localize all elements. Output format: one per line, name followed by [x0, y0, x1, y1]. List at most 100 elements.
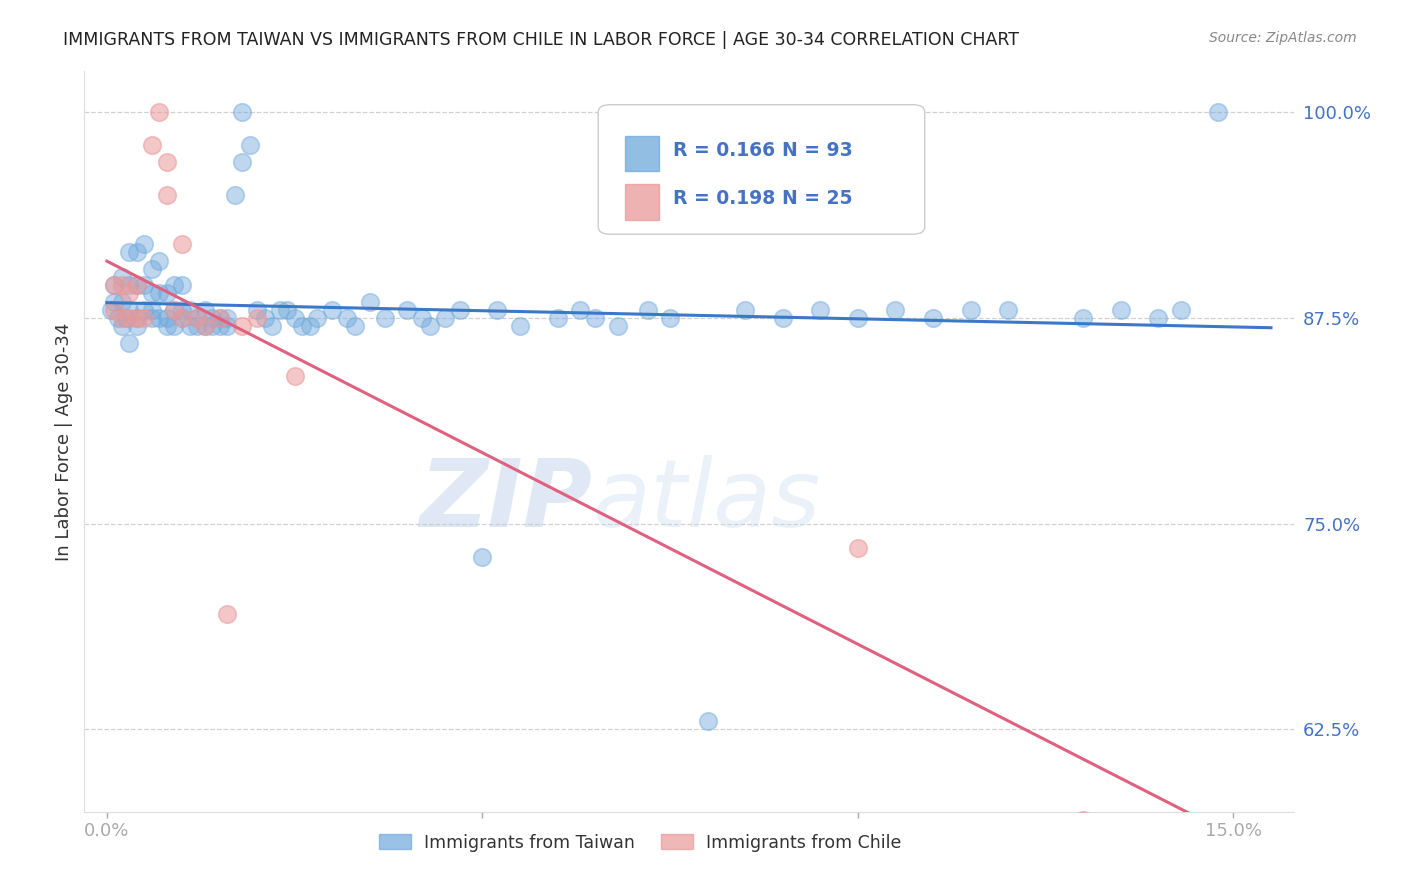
Point — [215, 311, 238, 326]
Point — [396, 302, 419, 317]
Point — [846, 311, 869, 326]
Point — [103, 302, 125, 317]
Point — [433, 311, 456, 326]
Point — [111, 278, 134, 293]
FancyBboxPatch shape — [624, 184, 659, 219]
Point — [284, 368, 307, 383]
Point — [125, 319, 148, 334]
Point — [111, 270, 134, 285]
Point — [321, 302, 343, 317]
Point — [997, 302, 1019, 317]
Point — [100, 302, 122, 317]
Point — [114, 311, 136, 326]
Point — [134, 311, 156, 326]
Point — [141, 286, 163, 301]
Point — [419, 319, 441, 334]
Point — [1109, 302, 1132, 317]
Point — [125, 278, 148, 293]
Point — [215, 319, 238, 334]
Text: N = 93: N = 93 — [782, 141, 853, 160]
Text: atlas: atlas — [592, 455, 821, 546]
Point — [509, 319, 531, 334]
Text: R = 0.166: R = 0.166 — [673, 141, 775, 160]
Point — [148, 311, 170, 326]
Point — [111, 311, 134, 326]
Point — [1170, 302, 1192, 317]
Point — [884, 302, 907, 317]
Point — [1147, 311, 1170, 326]
Point — [193, 319, 215, 334]
Point — [772, 311, 794, 326]
Point — [659, 311, 682, 326]
Point — [156, 311, 179, 326]
Point — [125, 311, 148, 326]
Point — [449, 302, 471, 317]
Point — [170, 311, 193, 326]
Point — [179, 319, 201, 334]
Point — [343, 319, 366, 334]
Point — [291, 319, 314, 334]
Point — [125, 278, 148, 293]
Point — [156, 319, 179, 334]
Point — [148, 105, 170, 120]
Point — [808, 302, 831, 317]
Point — [141, 302, 163, 317]
Point — [208, 319, 231, 334]
Point — [246, 302, 269, 317]
Point — [246, 311, 269, 326]
Point — [231, 154, 253, 169]
Point — [103, 278, 125, 293]
Point — [163, 302, 186, 317]
Point — [141, 261, 163, 276]
Point — [208, 311, 231, 326]
Point — [307, 311, 329, 326]
Point — [134, 278, 156, 293]
Point — [276, 302, 298, 317]
Point — [148, 286, 170, 301]
Point — [284, 311, 307, 326]
Text: Source: ZipAtlas.com: Source: ZipAtlas.com — [1209, 31, 1357, 45]
Point — [359, 294, 381, 309]
Point — [336, 311, 359, 326]
Point — [179, 302, 201, 317]
Point — [298, 319, 321, 334]
Point — [103, 278, 125, 293]
Point — [637, 302, 659, 317]
Point — [186, 319, 208, 334]
Point — [193, 302, 215, 317]
Point — [201, 311, 224, 326]
Point — [118, 278, 141, 293]
Point — [1208, 105, 1230, 120]
Point — [134, 237, 156, 252]
Point — [922, 311, 945, 326]
Point — [156, 154, 179, 169]
Point — [193, 319, 215, 334]
Point — [156, 286, 179, 301]
Point — [224, 187, 246, 202]
Point — [163, 319, 186, 334]
Point — [134, 302, 156, 317]
Text: N = 25: N = 25 — [782, 189, 852, 208]
Point — [262, 319, 284, 334]
Point — [111, 294, 134, 309]
Point — [231, 319, 253, 334]
Point — [696, 714, 718, 729]
Point — [125, 245, 148, 260]
Point — [118, 245, 141, 260]
Point — [170, 237, 193, 252]
Point — [471, 549, 494, 564]
Point — [215, 607, 238, 622]
Text: ZIP: ZIP — [419, 455, 592, 547]
Point — [231, 105, 253, 120]
Point — [118, 286, 141, 301]
Point — [547, 311, 569, 326]
Point — [125, 311, 148, 326]
Point — [111, 319, 134, 334]
Point — [269, 302, 291, 317]
Text: R = 0.198: R = 0.198 — [673, 189, 776, 208]
Point — [208, 311, 231, 326]
Point — [118, 311, 141, 326]
Point — [186, 311, 208, 326]
Point — [606, 319, 628, 334]
Point — [201, 319, 224, 334]
